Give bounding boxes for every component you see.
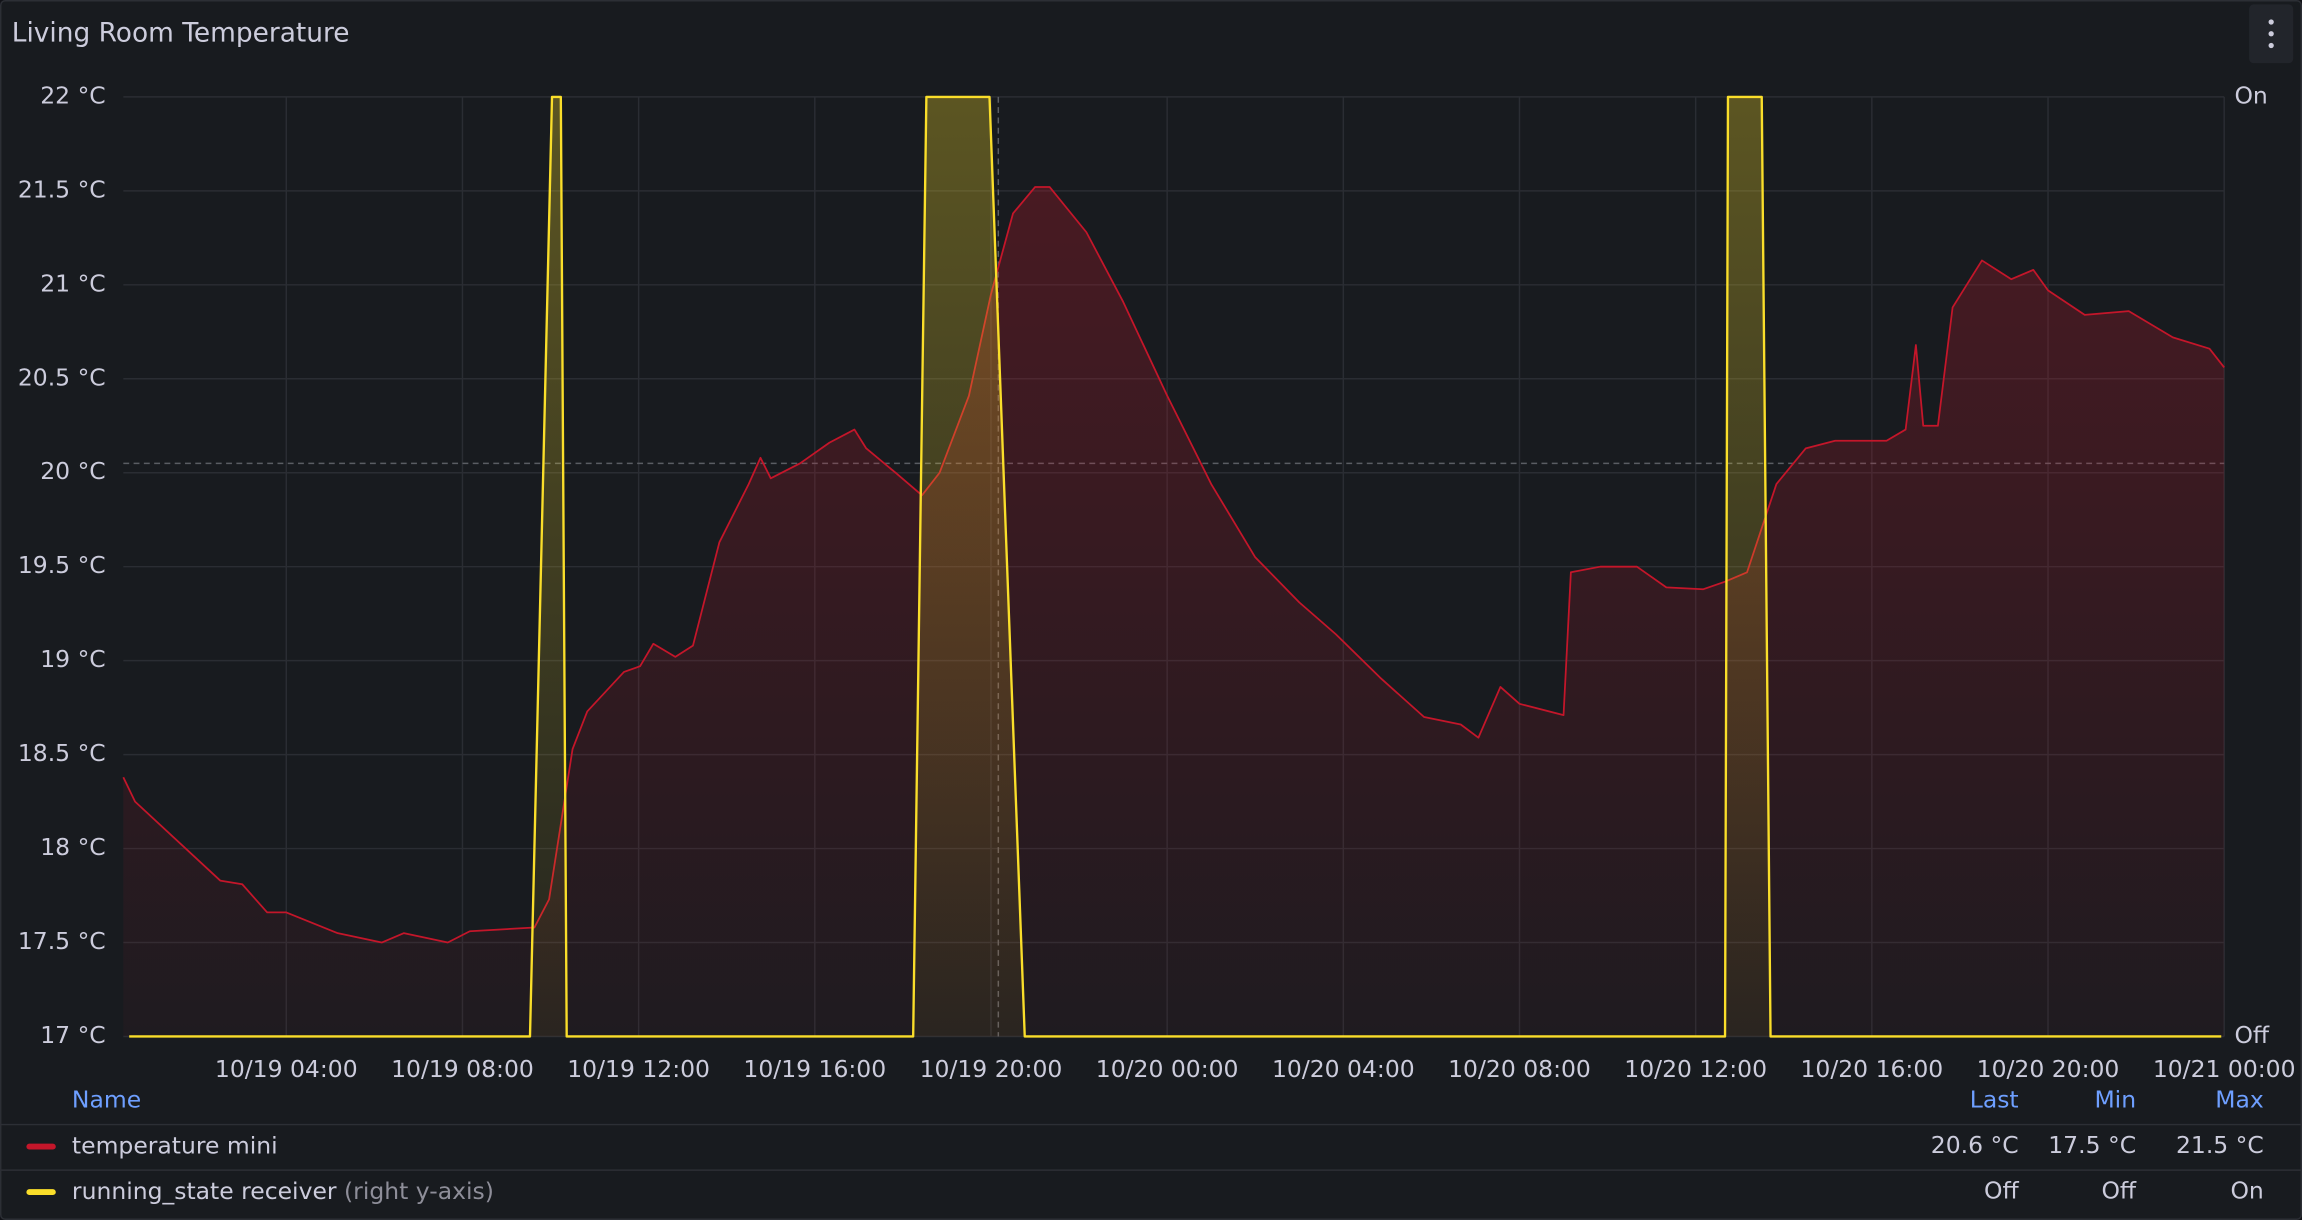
y-tick-label: 20 °C: [40, 457, 105, 485]
y2-tick-label: Off: [2234, 1021, 2269, 1049]
menu-dot: [2268, 19, 2274, 25]
y-tick-label: 20.5 °C: [18, 363, 106, 391]
legend-value: 20.6 °C: [1931, 1131, 2019, 1159]
x-tick-label: 10/20 16:00: [1800, 1055, 1943, 1083]
legend-header[interactable]: Name: [72, 1086, 141, 1114]
chart-title: Living Room Temperature: [12, 17, 350, 48]
y-tick-label: 17 °C: [40, 1021, 105, 1049]
x-tick-label: 10/19 04:00: [215, 1055, 358, 1083]
x-tick-label: 10/20 20:00: [1977, 1055, 2120, 1083]
x-tick-label: 10/20 00:00: [1096, 1055, 1239, 1083]
y-tick-label: 22 °C: [40, 81, 105, 109]
legend-value: Off: [1984, 1177, 2019, 1205]
legend-swatch: [26, 1189, 56, 1196]
legend-value: 17.5 °C: [2048, 1131, 2136, 1159]
legend-swatch: [26, 1143, 56, 1150]
legend-item[interactable]: running_state receiver (right y-axis): [72, 1177, 494, 1205]
y-tick-label: 18 °C: [40, 833, 105, 861]
legend-value: On: [2230, 1177, 2263, 1205]
y-tick-label: 19.5 °C: [18, 551, 106, 579]
menu-dot: [2268, 31, 2274, 37]
x-tick-label: 10/20 04:00: [1272, 1055, 1415, 1083]
x-tick-label: 10/19 08:00: [391, 1055, 534, 1083]
legend-item[interactable]: temperature mini: [72, 1131, 278, 1159]
legend-column-header[interactable]: Max: [2215, 1086, 2264, 1114]
series-area: [129, 96, 2222, 1037]
legend-value: Off: [2101, 1177, 2136, 1205]
x-tick-label: 10/19 20:00: [920, 1055, 1063, 1083]
y-tick-label: 17.5 °C: [18, 927, 106, 955]
legend-value: 21.5 °C: [2176, 1131, 2264, 1159]
y-tick-label: 21 °C: [40, 269, 105, 297]
y2-tick-label: On: [2234, 81, 2267, 109]
panel-menu[interactable]: [2249, 4, 2294, 64]
legend-axis-note: (right y-axis): [344, 1177, 494, 1205]
menu-dot: [2268, 42, 2274, 49]
legend-column-header[interactable]: Last: [1970, 1086, 2019, 1114]
legend-name: temperature mini: [72, 1131, 278, 1159]
legend-name: running_state receiver: [72, 1177, 337, 1205]
x-tick-label: 10/20 08:00: [1448, 1055, 1591, 1083]
x-tick-label: 10/19 16:00: [743, 1055, 886, 1083]
y-tick-label: 18.5 °C: [18, 739, 106, 767]
legend-column-header[interactable]: Min: [2094, 1086, 2136, 1114]
x-tick-label: 10/19 12:00: [567, 1055, 710, 1083]
series-line: [129, 95, 2222, 1038]
y-tick-label: 19 °C: [40, 645, 105, 673]
x-tick-label: 10/21 00:00: [2153, 1055, 2296, 1083]
series-area: [123, 187, 2225, 1037]
x-tick-label: 10/20 12:00: [1624, 1055, 1767, 1083]
y-tick-label: 21.5 °C: [18, 175, 106, 203]
